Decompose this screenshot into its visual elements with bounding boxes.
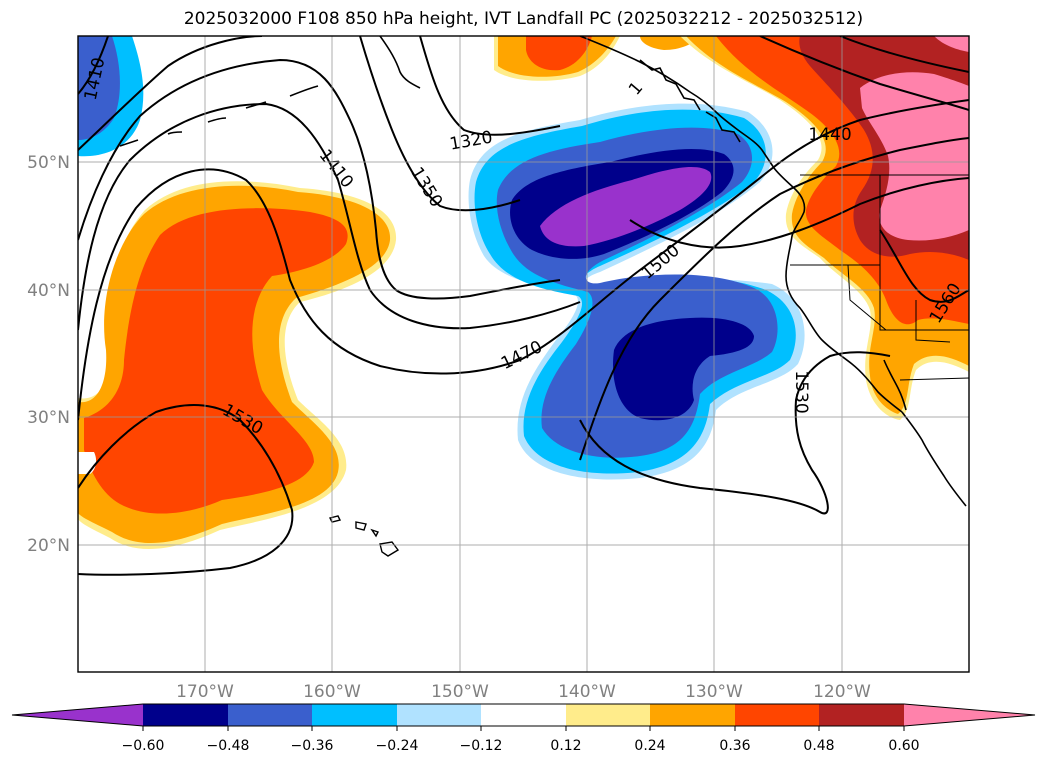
- contour-label-1530-right: 1530: [791, 370, 811, 413]
- colorbar-seg-4: [397, 704, 481, 726]
- lat-tick-labels: 50°N 40°N 30°N 20°N: [27, 153, 70, 556]
- plot-area: 1410 1410 1320 1350 1440 1500 1470 1530 …: [78, 36, 969, 672]
- colorbar-tick-label-5: −0.12: [460, 738, 503, 754]
- colorbar-tick-label-1: −0.60: [122, 738, 165, 754]
- lat-tick-50n: 50°N: [27, 153, 70, 173]
- colorbar-seg-1: [143, 704, 228, 726]
- colorbar-extend-low: [12, 704, 143, 726]
- lat-tick-20n: 20°N: [27, 536, 70, 556]
- colorbar-seg-8: [735, 704, 819, 726]
- gridlines: [78, 36, 969, 672]
- field-positive-top-red: [526, 36, 592, 71]
- field-positive-left-red: [84, 208, 348, 514]
- colorbar-extend-high: [904, 704, 1035, 726]
- colorbar-seg-2: [228, 704, 312, 726]
- colorbar: −0.60 −0.48 −0.36 −0.24 −0.12 0.12 0.24 …: [11, 703, 1036, 754]
- field-positive-ne-pink-top: [934, 36, 969, 52]
- contour-label-1440: 1440: [808, 125, 851, 145]
- colorbar-tick-label-3: −0.36: [291, 738, 334, 754]
- colorbar-tick-marks: [142, 726, 905, 731]
- colorbar-tick-label-9: 0.48: [803, 738, 834, 754]
- coastlines: [119, 36, 967, 507]
- lon-tick-160w: 160°W: [303, 682, 361, 702]
- colorbar-seg-7: [650, 704, 735, 726]
- lon-tick-170w: 170°W: [176, 682, 234, 702]
- colorbar-tick-label-4: −0.24: [376, 738, 419, 754]
- field-darkblue-topleft: [78, 36, 120, 140]
- hawaii-islands: [328, 515, 400, 557]
- lon-tick-140w: 140°W: [558, 682, 616, 702]
- colorbar-seg-9: [819, 704, 904, 726]
- lat-tick-30n: 30°N: [27, 408, 70, 428]
- colorbar-tick-label-2: −0.48: [207, 738, 250, 754]
- lon-tick-130w: 130°W: [685, 682, 743, 702]
- lon-tick-120w: 120°W: [813, 682, 871, 702]
- lat-tick-40n: 40°N: [27, 281, 70, 301]
- colorbar-tick-label-6: 0.12: [550, 738, 581, 754]
- field-negative-center-purple: [540, 166, 712, 247]
- colorbar-tick-label-8: 0.36: [719, 738, 750, 754]
- height-contours: [78, 36, 969, 576]
- colorbar-seg-3: [312, 704, 397, 726]
- map-title: 2025032000 F108 850 hPa height, IVT Land…: [183, 9, 864, 29]
- colorbar-seg-5: [481, 704, 566, 726]
- lon-tick-150w: 150°W: [431, 682, 489, 702]
- colorbar-tick-label-7: 0.24: [634, 738, 665, 754]
- pc-filled-field: [78, 36, 969, 550]
- field-negative-center-navy-south: [613, 317, 754, 421]
- colorbar-tick-label-10: 0.60: [888, 738, 919, 754]
- plot-frame: [77, 35, 970, 673]
- lon-tick-labels: 170°W 160°W 150°W 140°W 130°W 120°W: [176, 682, 871, 702]
- state-borders: [790, 174, 969, 381]
- colorbar-seg-6: [566, 704, 650, 726]
